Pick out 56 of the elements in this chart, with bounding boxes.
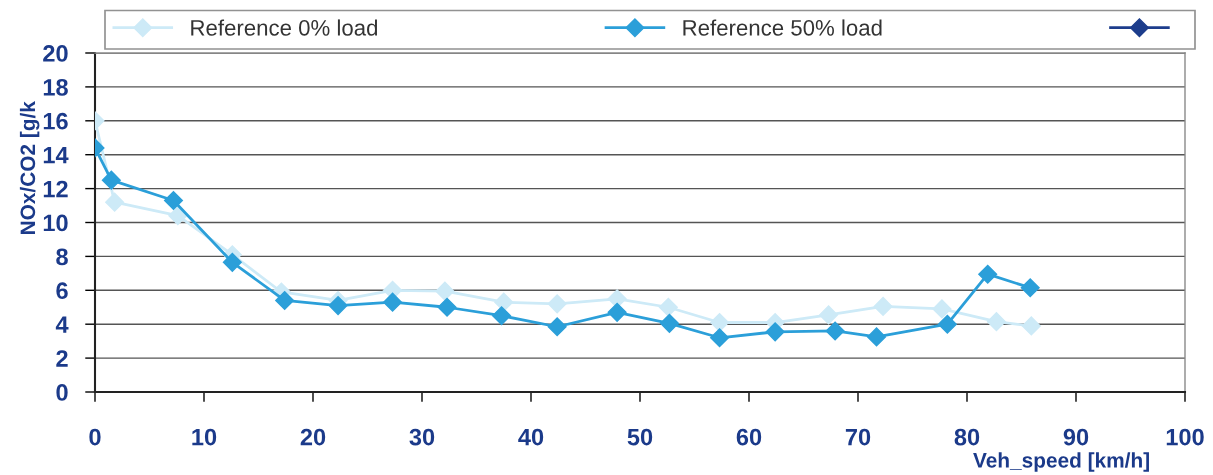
point — [168, 206, 188, 226]
point — [105, 192, 125, 212]
x-tick-label: 40 — [518, 428, 544, 446]
y-axis-title: NOx/CO2 [g/k — [19, 101, 40, 235]
point — [825, 321, 845, 341]
y-tick-label: 14 — [43, 147, 69, 164]
y-tick-label: 4 — [55, 316, 69, 333]
x-tick-label: 100 — [1166, 428, 1204, 446]
point — [328, 296, 348, 316]
legend-label: Reference 50% load — [683, 19, 882, 36]
legend-label: Reference 0% load — [191, 19, 378, 36]
point — [765, 322, 785, 342]
point — [1021, 316, 1041, 336]
point — [383, 292, 403, 312]
point — [607, 302, 627, 322]
point — [978, 264, 998, 284]
point — [866, 327, 887, 347]
x-tick-label: 80 — [954, 428, 980, 446]
x-tick-label: 0 — [89, 428, 101, 446]
y-tick-label: 16 — [43, 112, 68, 130]
point — [437, 297, 457, 317]
point — [163, 190, 184, 210]
x-tick-label: 30 — [409, 428, 435, 446]
point — [710, 312, 730, 333]
point — [222, 252, 242, 272]
y-tick-label: 0 — [56, 384, 68, 401]
point — [937, 314, 957, 334]
y-tick-label: 2 — [56, 350, 68, 367]
point — [547, 317, 567, 337]
y-tick-label: 18 — [43, 78, 68, 96]
point — [492, 306, 512, 326]
point — [101, 170, 121, 190]
point — [873, 296, 893, 316]
y-tick-label: 10 — [43, 214, 68, 232]
x-tick-label: 20 — [300, 428, 326, 446]
y-tick-label: 6 — [56, 282, 68, 300]
point — [547, 294, 567, 314]
point — [659, 313, 679, 333]
x-tick-label: 10 — [192, 428, 217, 446]
point — [819, 305, 839, 325]
point — [435, 281, 455, 301]
x-tick-label: 50 — [627, 428, 653, 446]
point — [658, 297, 678, 317]
point — [494, 292, 514, 312]
point — [710, 328, 730, 348]
y-tick-label: 8 — [56, 248, 68, 266]
point — [986, 312, 1006, 332]
point — [275, 290, 295, 311]
x-axis-title: Veh_speed [km/h] — [973, 452, 1149, 472]
x-tick-label: 60 — [736, 428, 762, 446]
x-tick-label: 70 — [845, 428, 871, 446]
point — [1020, 278, 1040, 298]
y-tick-label: 20 — [43, 45, 68, 62]
x-tick-label: 90 — [1063, 428, 1089, 446]
point — [932, 299, 952, 319]
y-tick-label: 12 — [43, 180, 68, 198]
